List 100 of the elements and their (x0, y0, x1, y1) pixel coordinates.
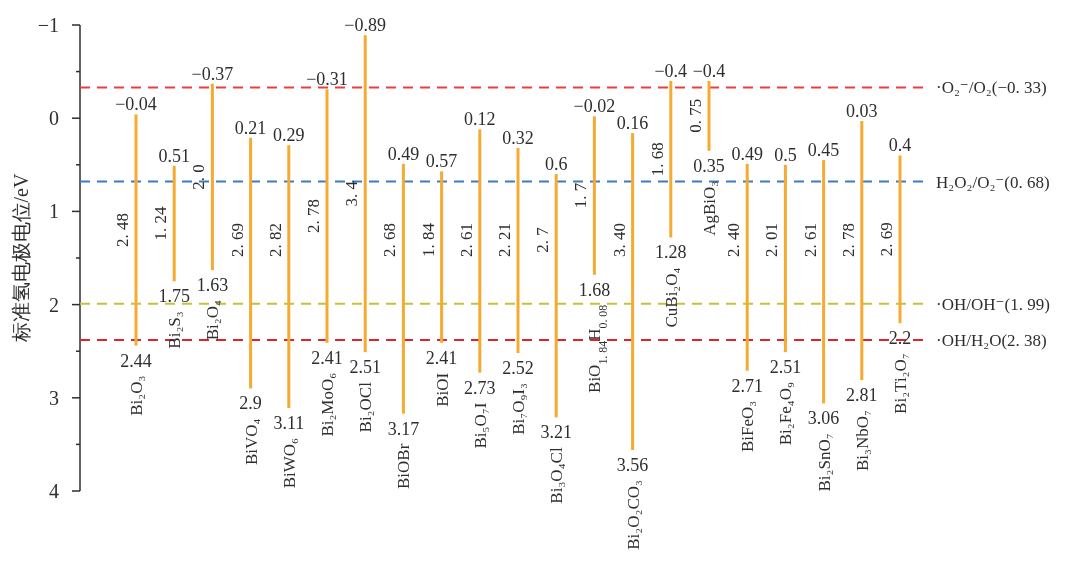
annotation: −0.4 (692, 60, 726, 81)
annotation: 2. 78 (303, 199, 323, 234)
annotation: 2.44 (120, 350, 152, 371)
annotation: 0.51 (158, 145, 190, 166)
x-tick-label: BiVO₄ (241, 418, 261, 466)
annotation: 1.28 (655, 242, 687, 263)
bar (210, 83, 214, 271)
annotation: 2.41 (425, 347, 458, 368)
annotation: 1.75 (158, 286, 190, 307)
x-tick-label: BiWO₆ (279, 437, 299, 489)
bar (172, 165, 176, 282)
x-tick-label: Bi₇O₉I₃ (508, 382, 528, 435)
y-axis-title: 标准氢电极电位/eV (10, 173, 32, 344)
annotation: 2. 21 (494, 223, 514, 257)
annotation: 2.2 (888, 328, 912, 349)
annotation: 2. 61 (456, 223, 476, 257)
annotation: −0.02 (573, 96, 616, 117)
ref-line-label: H₂O₂/O₂⁻(0. 68) (936, 172, 1050, 192)
bar (707, 80, 711, 151)
annotation: 2. 40 (724, 223, 744, 257)
annotation: 2.71 (731, 375, 763, 396)
x-tick-label: Bi₂S₃ (165, 311, 185, 349)
annotation: 0.21 (234, 117, 267, 138)
bar (478, 129, 482, 373)
bar (440, 171, 444, 343)
annotation: 1. 84 (418, 222, 438, 257)
annotation: 3.06 (807, 408, 840, 429)
annotation: 0.5 (774, 144, 797, 165)
bar (822, 160, 826, 404)
annotation: 0.32 (502, 128, 534, 149)
annotation: 0.12 (464, 109, 496, 130)
bar (860, 121, 864, 381)
x-tick-label: Bi₂OCl (356, 381, 376, 433)
annotation: 2.51 (769, 357, 802, 378)
annotation: 0.49 (731, 143, 763, 164)
annotation: 1.68 (578, 279, 611, 300)
annotation: 2. 69 (876, 222, 896, 257)
bar (631, 133, 635, 450)
x-tick-label: Bi₅O₇I (470, 402, 490, 449)
annotation: 2. 68 (380, 223, 400, 257)
y-tick-label: 3 (49, 386, 59, 409)
annotation: −0.31 (306, 69, 348, 90)
y-tick-label: 1 (49, 200, 59, 223)
annotation: 3.21 (540, 422, 572, 443)
annotation: −0.37 (191, 63, 234, 84)
annotation: 2. 01 (762, 223, 782, 257)
annotation: −0.89 (344, 15, 387, 36)
x-tick-label: BiFeO₃ (738, 400, 758, 453)
y-tick-label: 0 (49, 107, 59, 130)
y-tick-label: −1 (37, 14, 59, 36)
annotation: 2.41 (311, 347, 343, 368)
bar (516, 148, 520, 354)
x-tick-label: Bi₂Ti₂O₇ (890, 353, 910, 414)
x-tick-label: Bi₂O₃ (126, 375, 146, 416)
annotation: 1.63 (196, 275, 229, 296)
bar (898, 155, 902, 324)
bar (669, 80, 673, 238)
annotation: 2. 78 (838, 223, 858, 257)
annotation: 2.52 (502, 358, 534, 379)
annotation: 1. 68 (647, 142, 667, 177)
ref-line-label: ·O₂⁻/O₂(−0. 33) (936, 78, 1047, 98)
annotation: −0.4 (654, 60, 688, 81)
annotation: 2. 7 (533, 226, 553, 253)
annotation: 0.35 (693, 155, 725, 176)
annotation: 0.57 (425, 151, 458, 172)
y-tick-label: 2 (49, 293, 59, 316)
annotation: 0.6 (544, 154, 568, 175)
bar (325, 89, 329, 343)
annotation: 0.45 (807, 140, 840, 161)
bar (745, 163, 749, 371)
bar (363, 35, 367, 353)
annotation: 2.9 (239, 393, 262, 414)
annotation: 1. 24 (151, 206, 171, 241)
x-tick-label: Bi₂SnO₇ (814, 433, 834, 492)
annotation: 0.49 (387, 143, 420, 164)
x-tick-label: Bi₂Fe₄O₉ (776, 382, 796, 446)
x-tick-label: Bi₃O₄Cl (547, 447, 567, 504)
annotation: 3.11 (273, 413, 305, 434)
bar (249, 137, 253, 389)
annotation: 3. 4 (342, 180, 362, 207)
annotation: 2.51 (349, 357, 381, 378)
annotation: 2.81 (846, 385, 878, 406)
x-tick-label: BiOBr (394, 443, 414, 489)
annotation: 3. 40 (609, 223, 629, 257)
x-tick-label: Bi₃NbO₇ (852, 410, 872, 472)
annotation: 2. 61 (800, 223, 820, 257)
bar (592, 116, 596, 275)
annotation: 3.56 (616, 454, 649, 475)
x-tick-label: Bi₂O₄ (203, 300, 223, 341)
annotation: 2. 0 (189, 164, 209, 190)
bar (134, 114, 138, 346)
bar (783, 164, 787, 353)
x-tick-label: Bi₂MoO₆ (317, 372, 337, 437)
y-tick-label: 4 (49, 480, 59, 502)
x-tick-label: AgBiO₃ (699, 180, 719, 236)
bar (287, 145, 291, 409)
annotation: 2. 82 (265, 223, 285, 257)
ref-line-label: ·OH/OH⁻(1. 99) (936, 294, 1050, 314)
annotation: 0.03 (846, 101, 878, 121)
ref-line-label: ·OH/H₂O(2. 38) (936, 330, 1047, 350)
